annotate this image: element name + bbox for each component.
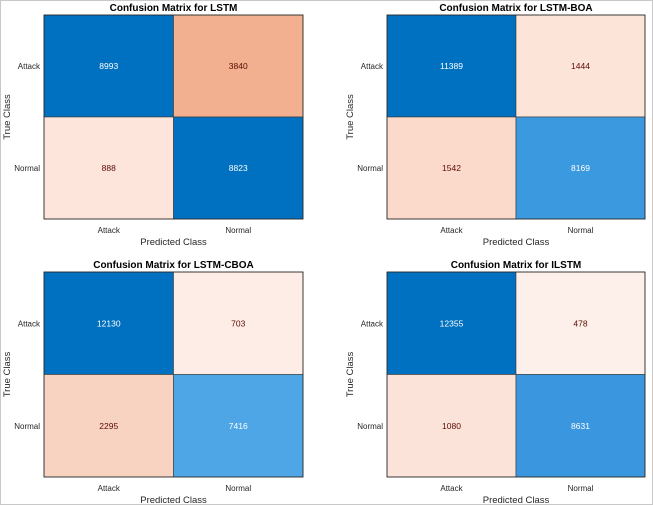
cell-value-label: 478 [573, 318, 587, 328]
plot-border [386, 14, 646, 220]
x-tick-label: Normal [225, 226, 251, 235]
plot-border [43, 271, 304, 478]
confusion-matrix-panel-2: 11389 1444 1542 8169 Confusion Matrix for LS… [345, 3, 646, 248]
y-tick-label: Attack [361, 62, 384, 71]
y-tick-label: Normal [14, 164, 40, 173]
cell-value-label: 8823 [229, 163, 248, 173]
y-tick-label: Normal [357, 422, 383, 431]
matrix-cell [386, 374, 517, 478]
cell-value-label: 1444 [571, 61, 590, 71]
y-tick-label: Attack [18, 319, 41, 328]
x-axis-label: Predicted Class [140, 237, 207, 248]
x-axis-label: Predicted Class [483, 237, 550, 248]
matrix-cell [515, 374, 646, 478]
matrix-cell [386, 14, 517, 118]
y-axis-label: True Class [2, 351, 13, 397]
plot-border [386, 271, 646, 478]
y-axis-label: True Class [345, 94, 356, 140]
x-tick-label: Attack [440, 484, 463, 493]
cell-value-label: 1080 [442, 421, 461, 431]
cell-value-label: 888 [102, 163, 116, 173]
chart-title: Confusion Matrix for LSTM [110, 3, 238, 14]
cell-value-label: 3840 [229, 61, 248, 71]
plot-border [43, 14, 304, 220]
matrix-cell [386, 271, 517, 375]
x-tick-label: Attack [98, 484, 121, 493]
matrix-cell [173, 116, 304, 220]
matrix-cell [515, 116, 646, 220]
x-axis-label: Predicted Class [483, 495, 550, 505]
confusion-matrix-panel-3: 12130 703 2295 7416 Confusion Matrix for LST… [2, 260, 304, 505]
x-tick-label: Attack [440, 226, 463, 235]
matrix-cell [515, 14, 646, 118]
matrix-cell [386, 116, 517, 220]
y-tick-label: Attack [18, 62, 41, 71]
x-tick-label: Normal [225, 484, 251, 493]
matrix-cell [43, 374, 174, 478]
y-axis-label: True Class [345, 351, 356, 397]
cell-value-label: 2295 [99, 421, 118, 431]
cell-value-label: 8631 [571, 421, 590, 431]
x-tick-label: Normal [568, 484, 594, 493]
x-tick-label: Normal [568, 226, 594, 235]
cell-value-label: 8993 [99, 61, 118, 71]
chart-title: Confusion Matrix for LSTM-CBOA [93, 260, 254, 271]
confusion-matrix-panel-4: 12355 478 1080 8631 Confusion Matrix for ILS… [345, 260, 646, 505]
chart-title: Confusion Matrix for LSTM-BOA [439, 3, 592, 14]
x-axis-label: Predicted Class [140, 495, 207, 505]
cell-value-label: 12130 [97, 318, 121, 328]
cell-value-label: 8169 [571, 163, 590, 173]
y-tick-label: Normal [357, 164, 383, 173]
matrix-cell [43, 116, 174, 220]
y-tick-label: Attack [361, 319, 384, 328]
cell-value-label: 7416 [229, 421, 248, 431]
y-axis-label: True Class [2, 94, 13, 140]
y-tick-label: Normal [14, 422, 40, 431]
cell-value-label: 12355 [440, 318, 464, 328]
x-tick-label: Attack [98, 226, 121, 235]
cell-value-label: 1542 [442, 163, 461, 173]
confusion-matrix-panel-1: 8993 3840 888 8823 Confusion Matrix for LSTM… [2, 3, 304, 248]
chart-title: Confusion Matrix for ILSTM [451, 260, 582, 271]
matrix-cell [43, 14, 174, 118]
cell-value-label: 703 [231, 318, 245, 328]
matrix-cell [173, 374, 304, 478]
cell-value-label: 11389 [440, 61, 463, 71]
matrix-cell [173, 271, 304, 375]
